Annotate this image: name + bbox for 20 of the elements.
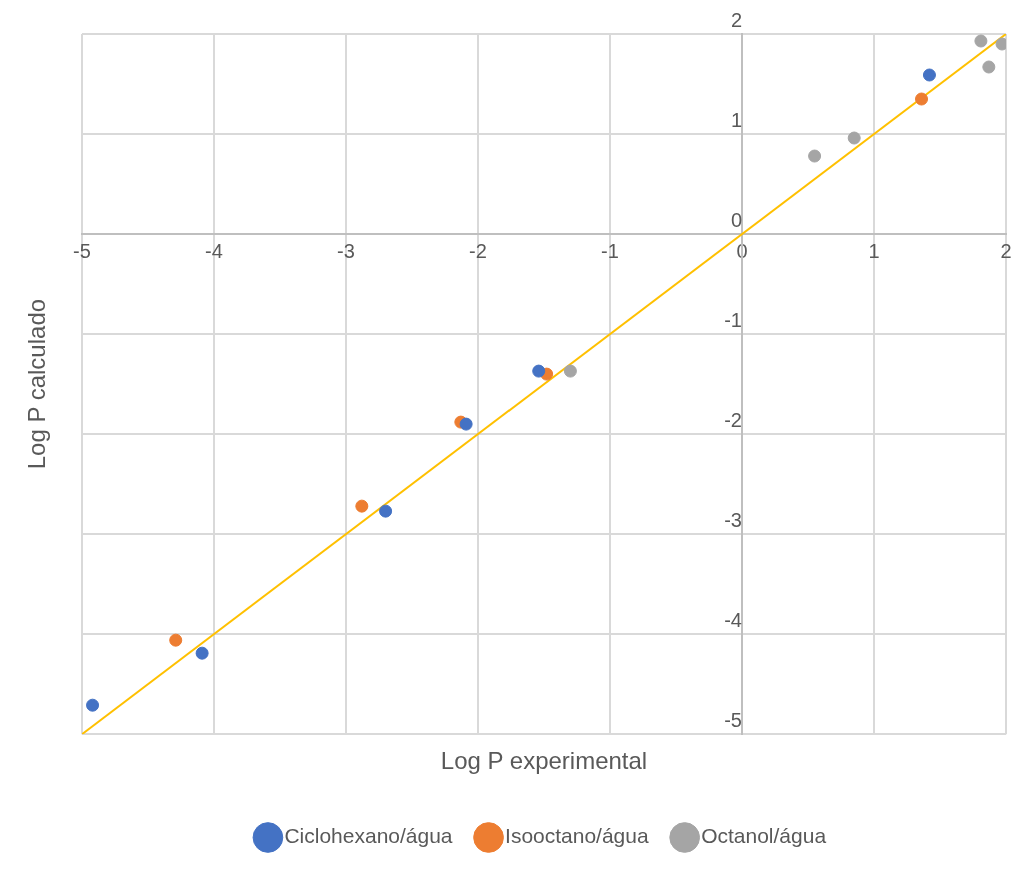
- y-tick-label: -5: [724, 708, 742, 731]
- y-tick-label: 2: [730, 8, 742, 31]
- legend-label: Isooctano/água: [505, 824, 649, 848]
- y-axis-title: Log P calculado: [22, 298, 50, 470]
- x-tick-label: -1: [601, 239, 619, 262]
- y-tick-label: -1: [724, 308, 742, 331]
- legend-label: Octanol/água: [701, 824, 827, 848]
- x-tick-label: -5: [73, 239, 91, 262]
- x-tick-label: -3: [337, 239, 355, 262]
- x-tick-label: -4: [205, 239, 223, 262]
- x-tick-label: -2: [469, 239, 487, 262]
- x-tick-label: 1: [868, 239, 880, 262]
- x-axis-title: Log P experimental: [440, 746, 648, 774]
- legend-label: Ciclohexano/água: [284, 824, 453, 848]
- y-tick-label: 0: [730, 208, 742, 231]
- y-tick-label: -3: [724, 508, 742, 531]
- x-tick-label: 2: [1000, 239, 1012, 262]
- y-tick-label: -4: [724, 608, 742, 631]
- y-tick-label: -2: [724, 408, 742, 431]
- y-tick-label: 1: [730, 108, 742, 131]
